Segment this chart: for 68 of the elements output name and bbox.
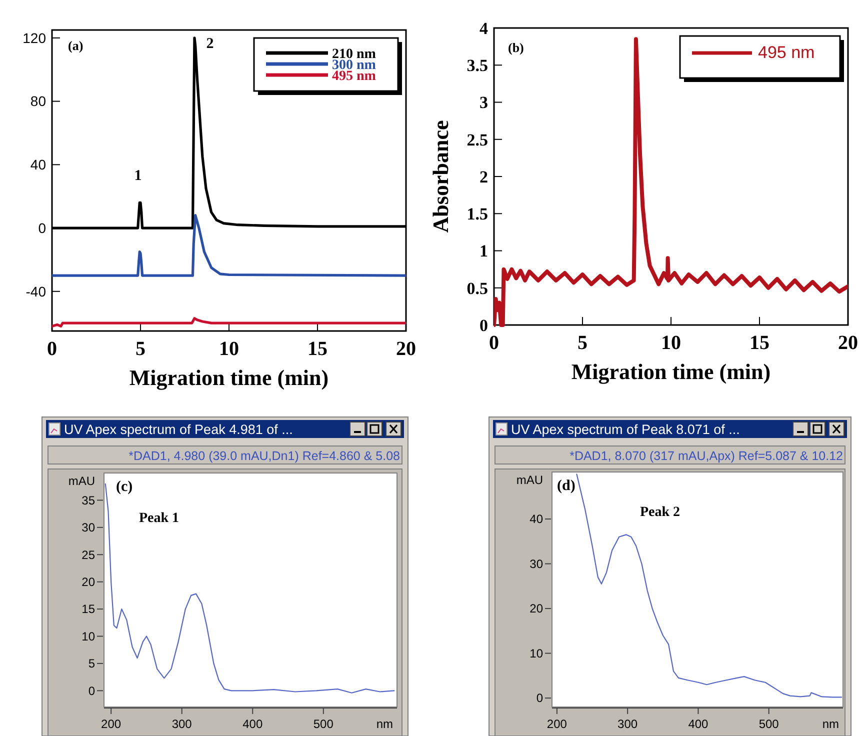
legend-label: 495 nm (758, 43, 815, 62)
annotation: (a) (68, 38, 84, 53)
x-tick-label: 400 (242, 717, 263, 731)
line-series (576, 474, 842, 698)
y-tick-label: 15 (82, 602, 96, 616)
annotation: 2 (206, 36, 214, 52)
y-tick-label: 0 (38, 220, 46, 236)
line-series (52, 317, 406, 328)
y-tick-label: 120 (22, 30, 46, 46)
x-tick-label: 300 (618, 717, 638, 731)
annotation: 1 (134, 168, 142, 184)
chart-title: UV Apex spectrum of Peak 8.071 of ... (511, 422, 740, 437)
x-tick-label: 5 (578, 332, 588, 354)
chart-title: UV Apex spectrum of Peak 4.981 of ... (64, 422, 293, 437)
x-tick-label: 15 (750, 332, 770, 354)
x-tick-label: 200 (546, 717, 568, 731)
annotation: Peak 2 (640, 505, 680, 520)
x-tick-label: 400 (688, 717, 709, 731)
x-axis-title: Migration time (min) (571, 359, 771, 384)
y-tick-label: 5 (88, 656, 96, 671)
x-tick-label: 500 (313, 717, 334, 731)
x-tick-label: 20 (396, 338, 416, 360)
y-tick-label: 2 (480, 167, 488, 186)
x-axis-title: nm (822, 717, 839, 731)
y-tick-label: 25 (82, 548, 96, 562)
legend-label: 495 nm (332, 69, 376, 84)
y-tick-label: 20 (530, 602, 544, 616)
y-axis-title: mAU (68, 474, 95, 488)
y-tick-label: 10 (530, 646, 544, 660)
x-axis-title: nm (376, 717, 393, 731)
y-tick-label: 40 (30, 156, 46, 173)
x-tick-label: 5 (136, 338, 146, 360)
y-tick-label: 0 (480, 316, 488, 335)
line-series (52, 214, 406, 277)
x-tick-label: 10 (219, 338, 239, 360)
annotation: (d) (557, 478, 576, 494)
y-tick-label: 2.5 (466, 130, 488, 150)
annotation: Peak 1 (138, 511, 180, 526)
y-tick-label: 1 (480, 242, 488, 261)
annotation: (c) (116, 479, 133, 495)
x-tick-label: 500 (758, 717, 780, 731)
y-tick-label: 0.5 (466, 278, 488, 298)
y-axis-title: mAU (516, 473, 543, 487)
y-tick-label: 0 (88, 684, 96, 698)
x-tick-label: 20 (838, 332, 858, 354)
y-tick-label: 10 (82, 629, 96, 644)
x-tick-label: 300 (172, 717, 192, 731)
x-axis-title: Migration time (min) (129, 365, 329, 390)
y-tick-label: 30 (530, 556, 544, 571)
line-series (494, 37, 848, 327)
chart-subtitle: *DAD1, 4.980 (39.0 mAU,Dn1) Ref=4.860 & 5.08 (128, 449, 400, 463)
x-tick-label: 15 (308, 338, 328, 360)
annotation: (b) (508, 40, 524, 55)
y-tick-label: -40 (26, 283, 46, 300)
y-tick-label: 4 (480, 18, 488, 38)
y-tick-label: 40 (530, 512, 544, 526)
y-axis-title: Absorbance (428, 120, 453, 233)
y-tick-label: 35 (82, 493, 96, 508)
y-tick-label: 1.5 (466, 204, 488, 224)
chart-subtitle: *DAD1, 8.070 (317 mAU,Apx) Ref=5.087 & 10.12 (570, 449, 844, 463)
y-tick-label: 0 (536, 691, 544, 706)
x-tick-label: 10 (661, 332, 681, 354)
x-tick-label: 200 (101, 717, 122, 731)
y-tick-label: 3.5 (466, 56, 488, 76)
y-tick-label: 20 (82, 575, 96, 590)
y-tick-label: 30 (82, 520, 96, 535)
y-tick-label: 80 (30, 93, 46, 110)
y-tick-label: 3 (480, 93, 488, 112)
